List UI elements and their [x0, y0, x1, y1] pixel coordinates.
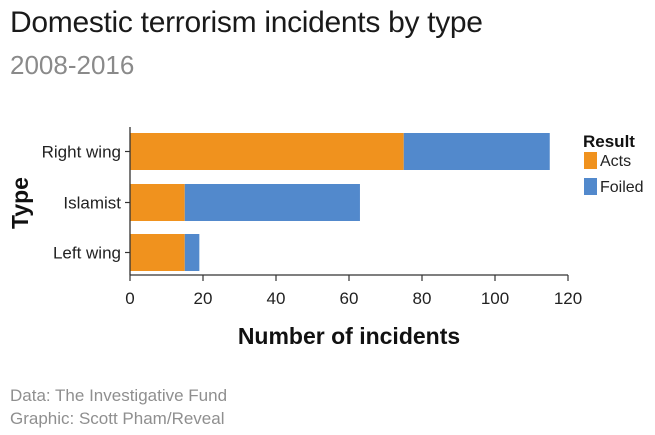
x-tick-label: 80 [413, 289, 432, 308]
legend-swatch-foiled [584, 178, 597, 195]
bar-foiled-left-wing [184, 234, 200, 271]
y-tick-label: Left wing [53, 244, 121, 263]
y-tick-label: Islamist [63, 194, 121, 213]
x-axis-title: Number of incidents [238, 323, 460, 349]
legend-label-acts: Acts [600, 153, 631, 170]
x-tick-label: 120 [554, 289, 582, 308]
bar-acts-left-wing [130, 234, 185, 271]
x-tick-label: 100 [481, 289, 509, 308]
legend-swatch-acts [584, 152, 597, 169]
graphic-credit: Graphic: Scott Pham/Reveal [10, 409, 225, 428]
bar-acts-islamist [130, 184, 185, 221]
bar-foiled-right-wing [403, 133, 550, 170]
chart-title: Domestic terrorism incidents by type [10, 6, 483, 39]
x-tick-label: 60 [340, 289, 359, 308]
legend-label-foiled: Foiled [600, 179, 644, 196]
x-tick-label: 40 [267, 289, 286, 308]
x-tick-label: 0 [125, 289, 134, 308]
y-tick-label: Right wing [42, 143, 121, 162]
bar-acts-right-wing [130, 133, 404, 170]
chart-subtitle: 2008-2016 [10, 50, 135, 80]
x-tick-label: 20 [194, 289, 213, 308]
y-axis-title: Type [7, 177, 33, 229]
legend-title: Result [583, 132, 635, 151]
data-credit: Data: The Investigative Fund [10, 386, 228, 405]
bar-foiled-islamist [184, 184, 360, 221]
